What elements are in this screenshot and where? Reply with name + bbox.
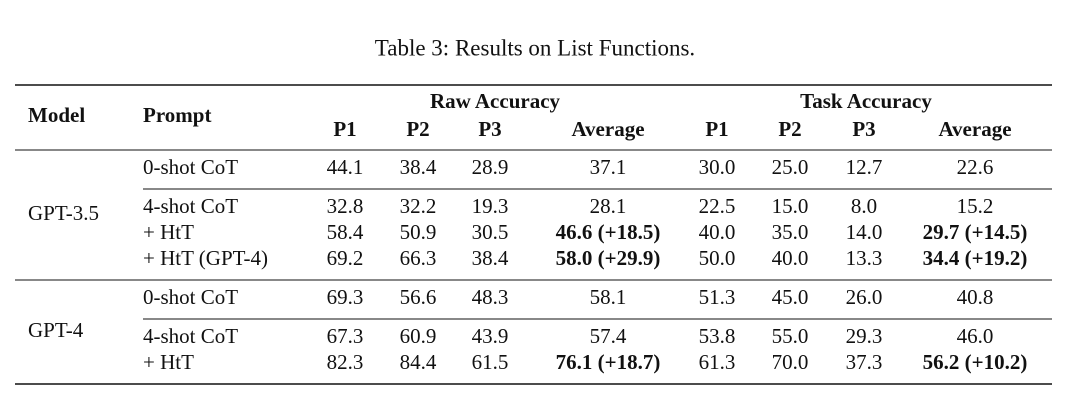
model-cell: GPT-3.5 [28,201,99,225]
value-cell: 26.0 [846,285,883,309]
value-cell: 58.4 [327,220,364,244]
value-cell: 70.0 [772,350,809,374]
value-cell: 25.0 [772,155,809,179]
header-column: P2 [406,117,429,141]
prompt-cell: 4-shot CoT [143,194,238,218]
value-cell: 15.2 [957,194,994,218]
value-cell: 84.4 [400,350,437,374]
value-cell: 69.2 [327,246,364,270]
value-cell: 46.6 (+18.5) [556,220,661,244]
value-cell: 58.1 [590,285,627,309]
value-cell: 37.1 [590,155,627,179]
prompt-cell: + HtT [143,220,194,244]
value-cell: 38.4 [472,246,509,270]
header-group: Task Accuracy [800,89,932,113]
value-cell: 40.8 [957,285,994,309]
table-caption: Table 3: Results on List Functions. [375,35,695,60]
header-column: P2 [778,117,801,141]
value-cell: 38.4 [400,155,437,179]
value-cell: 66.3 [400,246,437,270]
value-cell: 48.3 [472,285,509,309]
header-column: Average [571,117,644,141]
prompt-cell: 4-shot CoT [143,324,238,348]
prompt-cell: 0-shot CoT [143,285,238,309]
value-cell: 53.8 [699,324,736,348]
model-cell: GPT-4 [28,318,84,342]
value-cell: 61.5 [472,350,509,374]
value-cell: 22.5 [699,194,736,218]
header-column: P1 [333,117,356,141]
value-cell: 76.1 (+18.7) [556,350,661,374]
value-cell: 22.6 [957,155,994,179]
value-cell: 57.4 [590,324,627,348]
value-cell: 56.2 (+10.2) [923,350,1028,374]
value-cell: 35.0 [772,220,809,244]
header-column: P1 [705,117,728,141]
value-cell: 37.3 [846,350,883,374]
value-cell: 12.7 [846,155,883,179]
value-cell: 43.9 [472,324,509,348]
header-column: Average [938,117,1011,141]
value-cell: 13.3 [846,246,883,270]
prompt-cell: 0-shot CoT [143,155,238,179]
value-cell: 69.3 [327,285,364,309]
value-cell: 50.9 [400,220,437,244]
header-model: Model [28,103,85,127]
value-cell: 32.2 [400,194,437,218]
value-cell: 15.0 [772,194,809,218]
prompt-cell: + HtT (GPT-4) [143,246,268,270]
value-cell: 60.9 [400,324,437,348]
header-column: P3 [478,117,501,141]
value-cell: 19.3 [472,194,509,218]
header-group: Raw Accuracy [430,89,561,113]
value-cell: 28.9 [472,155,509,179]
value-cell: 55.0 [772,324,809,348]
value-cell: 44.1 [327,155,364,179]
value-cell: 40.0 [772,246,809,270]
value-cell: 61.3 [699,350,736,374]
value-cell: 67.3 [327,324,364,348]
value-cell: 46.0 [957,324,994,348]
value-cell: 82.3 [327,350,364,374]
value-cell: 8.0 [851,194,877,218]
value-cell: 40.0 [699,220,736,244]
prompt-cell: + HtT [143,350,194,374]
value-cell: 28.1 [590,194,627,218]
value-cell: 32.8 [327,194,364,218]
value-cell: 29.7 (+14.5) [923,220,1028,244]
value-cell: 29.3 [846,324,883,348]
header-column: P3 [852,117,875,141]
value-cell: 45.0 [772,285,809,309]
value-cell: 34.4 (+19.2) [923,246,1028,270]
value-cell: 30.0 [699,155,736,179]
value-cell: 56.6 [400,285,437,309]
header-prompt: Prompt [143,103,211,127]
value-cell: 50.0 [699,246,736,270]
value-cell: 58.0 (+29.9) [556,246,661,270]
value-cell: 51.3 [699,285,736,309]
value-cell: 30.5 [472,220,509,244]
value-cell: 14.0 [846,220,883,244]
